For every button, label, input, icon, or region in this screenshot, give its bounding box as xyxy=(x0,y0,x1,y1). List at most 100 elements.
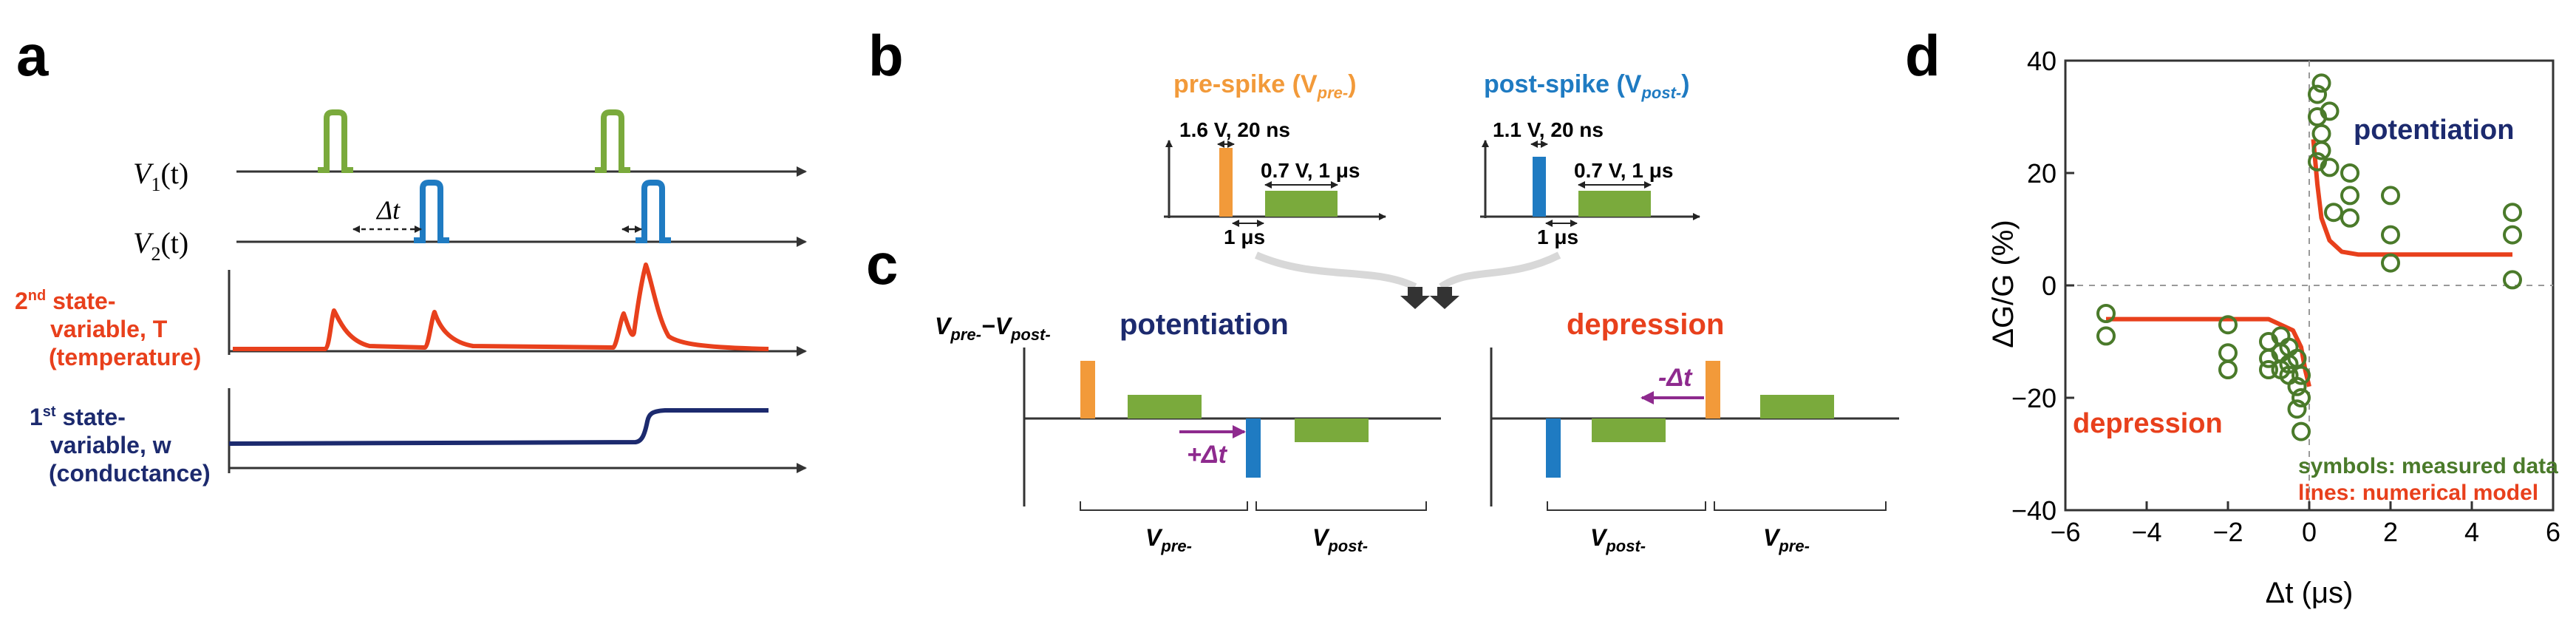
pre-spike-pulse2-label: 0.7 V, 1 μs xyxy=(1261,159,1360,182)
data-point xyxy=(2218,360,2238,379)
data-point xyxy=(2340,208,2359,228)
x-tick-label: −4 xyxy=(2131,517,2161,547)
panel-c-letter: c xyxy=(866,231,898,296)
x-tick-label: 2 xyxy=(2383,517,2398,547)
data-point xyxy=(2320,157,2340,177)
v1-pulse-1 xyxy=(318,109,353,173)
dep-seg1-label: Vpost- xyxy=(1590,524,1646,555)
legend-line1: symbols: measured data xyxy=(2298,454,2558,478)
data-point xyxy=(2292,365,2311,385)
panel-a: a V1(t) V2(t) Δt 2nd state- variable, T … xyxy=(15,23,807,487)
chart-xlabel: Δt (μs) xyxy=(2266,577,2354,609)
post-spike-gap-label: 1 μs xyxy=(1537,226,1578,248)
panel-d: d ΔG/G (%) Δt (μs) −6 −4 −2 0 2 4 6−40−2002040… xyxy=(1905,23,2560,609)
dep-dt-label: -Δt xyxy=(1658,364,1693,392)
state1-line2: variable, w xyxy=(50,432,171,458)
data-point xyxy=(2503,270,2522,290)
depression-label: depression xyxy=(2073,408,2223,439)
dep-post-spike xyxy=(1546,418,1561,478)
data-point xyxy=(2311,73,2331,93)
data-point xyxy=(2340,163,2359,183)
y-tick-label: 0 xyxy=(2042,271,2057,301)
pot-pre-spike xyxy=(1080,361,1095,418)
v2-pulse-2 xyxy=(636,180,671,243)
pot-bracket-1 xyxy=(1080,501,1248,511)
data-point xyxy=(2503,203,2522,223)
y-tick-label: 40 xyxy=(2027,46,2057,76)
state2-line1: 2nd state- xyxy=(15,288,115,314)
data-point xyxy=(2381,225,2400,245)
pot-seg2-label: Vpost- xyxy=(1312,524,1368,555)
data-point xyxy=(2287,348,2307,368)
pot-seg1-label: Vpre- xyxy=(1145,524,1192,555)
y-tick-label: −20 xyxy=(2011,383,2057,413)
data-point xyxy=(2292,388,2311,407)
potentiation-label: potentiation xyxy=(2354,115,2514,146)
data-point xyxy=(2381,186,2400,206)
post-spike-pulse2-label: 0.7 V, 1 μs xyxy=(1574,159,1673,182)
pre-spike-pulse-1 xyxy=(1219,148,1233,217)
pre-spike-pulse1-label: 1.6 V, 20 ns xyxy=(1179,118,1290,141)
dep-pre-pulse xyxy=(1760,395,1834,418)
state1-line3: (conductance) xyxy=(49,460,211,487)
v2-label: V2(t) xyxy=(133,226,188,265)
data-point xyxy=(2287,399,2307,419)
data-point xyxy=(2320,101,2340,121)
chart-ylabel: ΔG/G (%) xyxy=(1987,220,2020,348)
post-spike-pulse1-label: 1.1 V, 20 ns xyxy=(1493,118,1604,141)
x-tick-label: 4 xyxy=(2464,517,2479,547)
temperature-trace xyxy=(233,262,769,351)
data-point xyxy=(2324,203,2343,223)
data-point xyxy=(2381,253,2400,273)
pre-spike-pulse-2 xyxy=(1265,191,1338,217)
data-point xyxy=(2503,225,2522,245)
v1-label: V1(t) xyxy=(133,157,188,195)
data-point xyxy=(2218,315,2238,335)
pot-dt-label: +Δt xyxy=(1187,441,1228,469)
pre-spike-gap-label: 1 μs xyxy=(1224,226,1265,248)
post-spike-title: post-spike (Vpost-) xyxy=(1484,70,1690,102)
panel-d-letter: d xyxy=(1905,23,1940,88)
y-tick-label: −40 xyxy=(2011,495,2057,526)
data-point xyxy=(2292,421,2311,441)
panel-b: b pre-spike (Vpre-) 1.6 V, 20 ns 0.7 V, … xyxy=(868,23,1700,309)
data-point xyxy=(2340,186,2359,206)
merge-curve-left xyxy=(1254,251,1417,291)
panel-c-ylabel: Vpre-−Vpost- xyxy=(935,313,1051,344)
pot-bracket-2 xyxy=(1255,501,1427,511)
state1-line1: 1st state- xyxy=(30,404,126,430)
data-point xyxy=(2259,360,2278,379)
model-line xyxy=(2106,316,2311,387)
data-point xyxy=(2096,304,2116,323)
merge-arrow-right xyxy=(1430,287,1459,309)
merge-arrow-left xyxy=(1400,287,1430,309)
model-line xyxy=(2311,139,2512,257)
panel-b-letter: b xyxy=(868,23,904,88)
state2-line3: (temperature) xyxy=(49,344,201,370)
data-point xyxy=(2096,326,2116,346)
post-spike-pulse-2 xyxy=(1578,191,1651,217)
legend-line2: lines: numerical model xyxy=(2298,481,2538,505)
conductance-trace xyxy=(228,408,769,446)
data-point xyxy=(2287,376,2307,396)
pot-post-pulse xyxy=(1295,418,1369,442)
pre-spike-title: pre-spike (Vpre-) xyxy=(1173,70,1357,102)
dep-post-pulse xyxy=(1592,418,1666,442)
x-tick-label: −2 xyxy=(2212,517,2243,547)
potentiation-title: potentiation xyxy=(1120,308,1289,341)
x-tick-label: 6 xyxy=(2546,517,2560,547)
dep-seg2-label: Vpre- xyxy=(1763,524,1810,555)
y-tick-label: 20 xyxy=(2027,158,2057,189)
data-point xyxy=(2311,140,2331,160)
panel-a-letter: a xyxy=(16,23,49,88)
dep-bracket-1 xyxy=(1547,501,1706,511)
data-point xyxy=(2308,84,2327,104)
pot-post-spike xyxy=(1246,418,1261,478)
data-point xyxy=(2218,343,2238,363)
x-tick-label: 0 xyxy=(2302,517,2317,547)
v2-pulse-1 xyxy=(414,180,449,243)
x-tick-label: −6 xyxy=(2050,517,2080,547)
dep-pre-spike xyxy=(1706,361,1720,418)
